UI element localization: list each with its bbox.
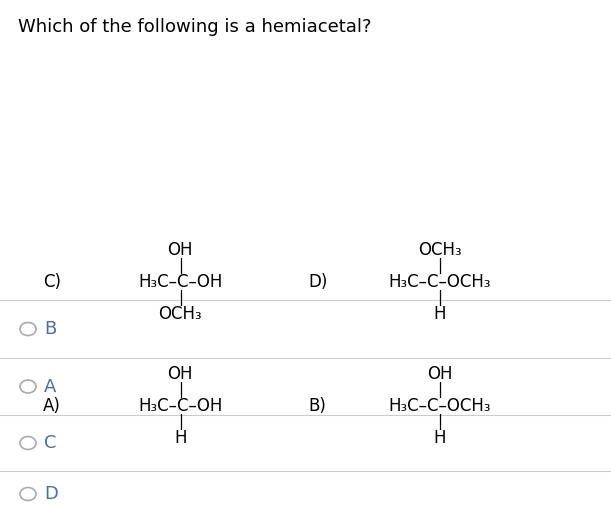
Text: H₃C–C–OCH₃: H₃C–C–OCH₃: [389, 273, 491, 291]
Text: A: A: [44, 377, 56, 396]
Text: |: |: [178, 258, 183, 273]
Text: H₃C–C–OCH₃: H₃C–C–OCH₃: [389, 397, 491, 415]
Text: OCH₃: OCH₃: [418, 241, 462, 258]
Text: |: |: [437, 258, 442, 273]
Text: H₃C–C–OH: H₃C–C–OH: [138, 273, 222, 291]
Text: Which of the following is a hemiacetal?: Which of the following is a hemiacetal?: [18, 18, 371, 36]
Text: OH: OH: [427, 365, 453, 383]
Text: OH: OH: [167, 241, 193, 258]
Text: C: C: [44, 434, 56, 452]
Text: H: H: [434, 429, 446, 447]
Text: H: H: [174, 429, 186, 447]
Text: D): D): [309, 273, 328, 291]
Text: |: |: [178, 290, 183, 306]
Text: A): A): [43, 397, 60, 415]
Text: OCH₃: OCH₃: [158, 305, 202, 323]
Text: |: |: [437, 414, 442, 430]
Text: C): C): [43, 273, 60, 291]
Text: D: D: [44, 485, 58, 503]
Text: H: H: [434, 305, 446, 323]
Text: |: |: [178, 414, 183, 430]
Text: B: B: [44, 320, 56, 338]
Text: |: |: [437, 290, 442, 306]
Text: |: |: [437, 382, 442, 398]
Text: |: |: [178, 382, 183, 398]
Text: OH: OH: [167, 365, 193, 383]
Text: B): B): [309, 397, 326, 415]
Text: H₃C–C–OH: H₃C–C–OH: [138, 397, 222, 415]
